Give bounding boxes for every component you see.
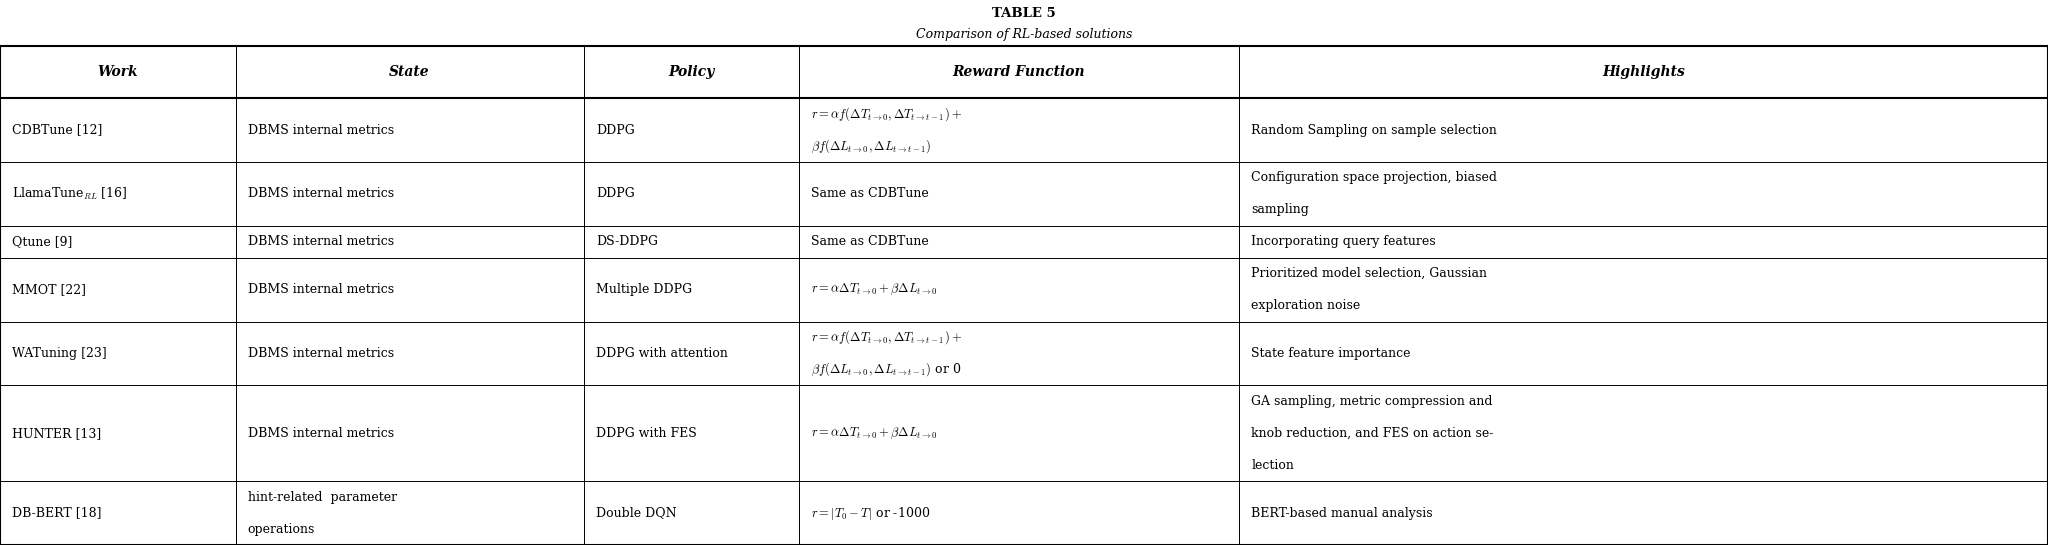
Text: DDPG: DDPG [596, 187, 635, 201]
Text: WATuning [23]: WATuning [23] [12, 347, 106, 360]
Text: Configuration space projection, biased: Configuration space projection, biased [1251, 172, 1497, 184]
Text: $r = \alpha f(\Delta T_{t\rightarrow 0}, \Delta T_{t\rightarrow t-1}) +$: $r = \alpha f(\Delta T_{t\rightarrow 0},… [811, 329, 963, 347]
Text: Same as CDBTune: Same as CDBTune [811, 187, 928, 201]
Text: MMOT [22]: MMOT [22] [12, 283, 86, 296]
Text: DS-DDPG: DS-DDPG [596, 235, 657, 248]
Text: $\beta f(\Delta L_{t\rightarrow 0}, \Delta L_{t\rightarrow t-1})$ or 0: $\beta f(\Delta L_{t\rightarrow 0}, \Del… [811, 361, 961, 378]
Text: $\beta f(\Delta L_{t\rightarrow 0}, \Delta L_{t\rightarrow t-1})$: $\beta f(\Delta L_{t\rightarrow 0}, \Del… [811, 137, 932, 155]
Text: Random Sampling on sample selection: Random Sampling on sample selection [1251, 124, 1497, 136]
Text: knob reduction, and FES on action se-: knob reduction, and FES on action se- [1251, 427, 1493, 440]
Text: State: State [389, 65, 430, 79]
Text: Highlights: Highlights [1602, 65, 1686, 79]
Text: hint-related  parameter: hint-related parameter [248, 490, 397, 504]
Text: DDPG: DDPG [596, 124, 635, 136]
Text: Same as CDBTune: Same as CDBTune [811, 235, 928, 248]
Text: DBMS internal metrics: DBMS internal metrics [248, 283, 393, 296]
Text: TABLE 5: TABLE 5 [991, 7, 1057, 20]
Text: LlamaTune$_{RL}$ [16]: LlamaTune$_{RL}$ [16] [12, 186, 127, 202]
Text: DBMS internal metrics: DBMS internal metrics [248, 427, 393, 440]
Text: State feature importance: State feature importance [1251, 347, 1411, 360]
Text: DDPG with FES: DDPG with FES [596, 427, 696, 440]
Text: Incorporating query features: Incorporating query features [1251, 235, 1436, 248]
Text: DDPG with attention: DDPG with attention [596, 347, 727, 360]
Text: CDBTune [12]: CDBTune [12] [12, 124, 102, 136]
Text: Comparison of RL-based solutions: Comparison of RL-based solutions [915, 28, 1133, 41]
Text: $r = \alpha\Delta T_{t\rightarrow 0} + \beta\Delta L_{t\rightarrow 0}$: $r = \alpha\Delta T_{t\rightarrow 0} + \… [811, 282, 938, 298]
Text: Prioritized model selection, Gaussian: Prioritized model selection, Gaussian [1251, 267, 1487, 280]
Text: Reward Function: Reward Function [952, 65, 1085, 79]
Text: HUNTER [13]: HUNTER [13] [12, 427, 102, 440]
Text: lection: lection [1251, 459, 1294, 471]
Text: DBMS internal metrics: DBMS internal metrics [248, 235, 393, 248]
Text: DBMS internal metrics: DBMS internal metrics [248, 124, 393, 136]
Text: exploration noise: exploration noise [1251, 299, 1360, 312]
Text: Work: Work [98, 65, 137, 79]
Text: $r = |T_0 - T|$ or -1000: $r = |T_0 - T|$ or -1000 [811, 505, 930, 522]
Text: Double DQN: Double DQN [596, 507, 676, 519]
Text: Multiple DDPG: Multiple DDPG [596, 283, 692, 296]
Text: Qtune [9]: Qtune [9] [12, 235, 72, 248]
Text: $r = \alpha f(\Delta T_{t\rightarrow 0}, \Delta T_{t\rightarrow t-1}) +$: $r = \alpha f(\Delta T_{t\rightarrow 0},… [811, 105, 963, 123]
Text: GA sampling, metric compression and: GA sampling, metric compression and [1251, 395, 1493, 408]
Text: DB-BERT [18]: DB-BERT [18] [12, 507, 102, 519]
Text: sampling: sampling [1251, 203, 1309, 216]
Text: DBMS internal metrics: DBMS internal metrics [248, 187, 393, 201]
Text: $r = \alpha\Delta T_{t\rightarrow 0} + \beta\Delta L_{t\rightarrow 0}$: $r = \alpha\Delta T_{t\rightarrow 0} + \… [811, 426, 938, 441]
Text: BERT-based manual analysis: BERT-based manual analysis [1251, 507, 1434, 519]
Text: DBMS internal metrics: DBMS internal metrics [248, 347, 393, 360]
Text: operations: operations [248, 523, 315, 536]
Text: Policy: Policy [668, 65, 715, 79]
